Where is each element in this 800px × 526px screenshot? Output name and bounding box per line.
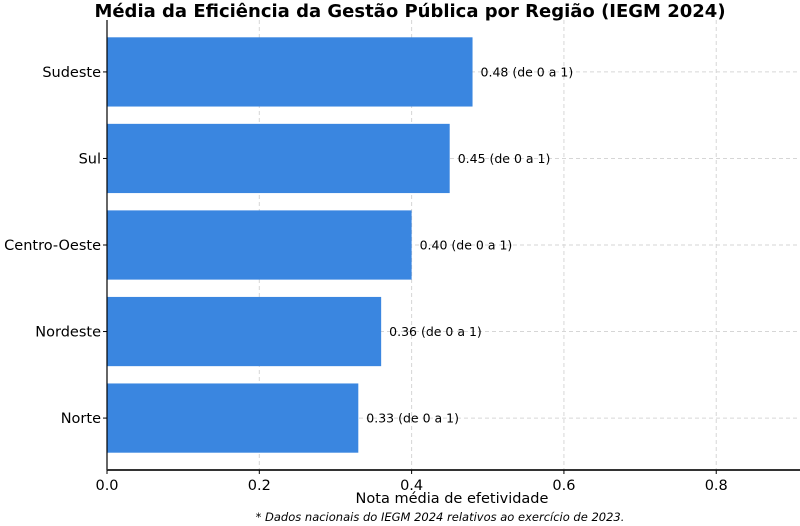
data-label: 0.36 (de 0 a 1) <box>389 324 482 339</box>
y-tick-label: Sudeste <box>42 65 101 81</box>
y-tick-label: Nordeste <box>35 325 101 341</box>
x-tick-label: 0.8 <box>705 478 728 494</box>
y-tick-label: Sul <box>79 151 101 167</box>
bar-nordeste <box>107 296 382 367</box>
chart-title: Média da Eficiência da Gestão Pública po… <box>94 1 725 22</box>
x-tick-label: 0.4 <box>400 478 423 494</box>
x-axis-label: Nota média de efetividade <box>356 491 549 507</box>
bar-centro-oeste <box>107 210 412 280</box>
axes: Sudeste Sul Centro-Oeste Nordeste Norte 0.0 0.… <box>4 20 800 494</box>
bar-sudeste <box>107 37 473 107</box>
footnote: * Dados nacionais do IEGM 2024 relativos… <box>256 510 625 524</box>
bar-sul <box>107 123 450 194</box>
x-tick-label: 0.6 <box>552 478 575 494</box>
x-tick-label: 0.2 <box>248 478 271 494</box>
x-tick-label: 0.0 <box>95 478 118 494</box>
bar-norte <box>107 383 359 453</box>
data-label: 0.48 (de 0 a 1) <box>481 64 574 79</box>
data-label: 0.40 (de 0 a 1) <box>420 238 513 253</box>
y-tick-label: Norte <box>61 411 101 427</box>
data-label: 0.45 (de 0 a 1) <box>458 151 551 166</box>
bars: 0.48 (de 0 a 1) 0.45 (de 0 a 1) 0.40 (de 0… <box>107 37 574 453</box>
y-tick-label: Centro-Oeste <box>4 238 101 254</box>
data-label: 0.33 (de 0 a 1) <box>366 411 459 426</box>
